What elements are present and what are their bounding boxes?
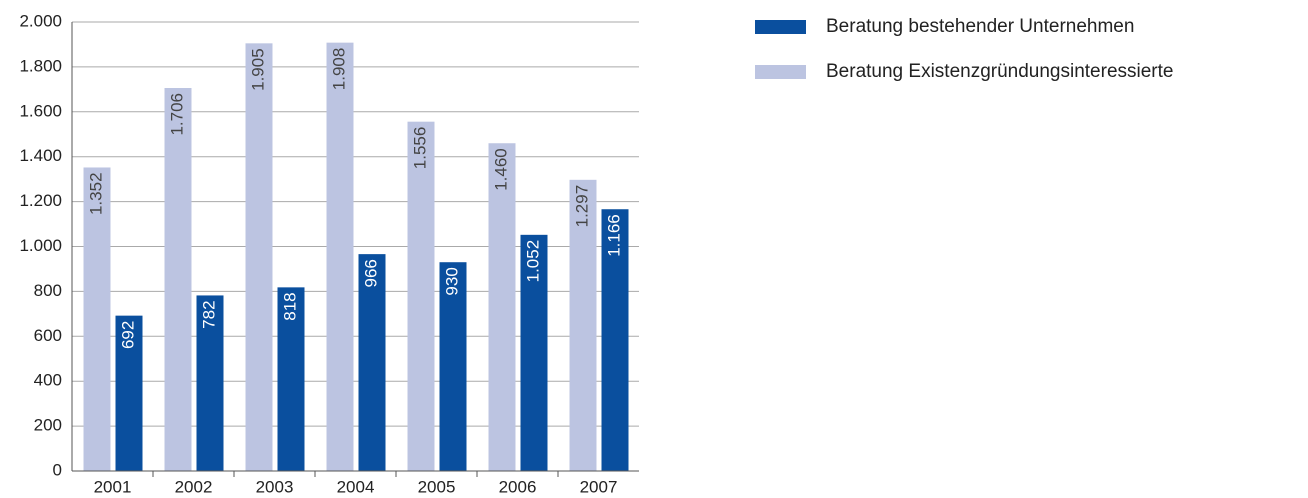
y-tick-label: 1.600 — [19, 101, 62, 120]
value-label: 1.352 — [86, 172, 105, 215]
value-label: 1.460 — [491, 148, 510, 191]
x-tick-label: 2001 — [94, 477, 132, 496]
x-tick-label: 2005 — [418, 477, 456, 496]
bar — [601, 209, 629, 471]
bar — [520, 234, 548, 471]
value-label: 782 — [199, 300, 218, 328]
x-tick-label: 2002 — [175, 477, 213, 496]
y-tick-label: 1.400 — [19, 146, 62, 165]
value-label: 1.905 — [248, 48, 267, 91]
y-tick-label: 1.000 — [19, 236, 62, 255]
legend-label: Beratung Existenzgründungsinteressierte — [826, 61, 1173, 82]
value-label: 1.556 — [410, 127, 429, 170]
bar — [277, 287, 305, 471]
bar — [164, 88, 192, 472]
y-tick-label: 0 — [53, 460, 62, 479]
bar — [488, 143, 516, 472]
bar — [245, 43, 273, 471]
x-tick-label: 2007 — [580, 477, 618, 496]
legend-label: Beratung bestehender Unternehmen — [826, 16, 1134, 37]
y-tick-label: 600 — [34, 326, 62, 345]
legend-swatch — [755, 20, 806, 34]
bar — [115, 315, 143, 471]
x-tick-label: 2006 — [499, 477, 537, 496]
value-label: 1.052 — [523, 240, 542, 283]
value-label: 1.297 — [572, 185, 591, 228]
y-tick-label: 2.000 — [19, 11, 62, 30]
value-label: 966 — [361, 259, 380, 287]
y-tick-label: 200 — [34, 416, 62, 435]
x-tick-label: 2004 — [337, 477, 375, 496]
value-label: 1.908 — [329, 48, 348, 91]
bar — [326, 42, 354, 472]
y-tick-label: 800 — [34, 281, 62, 300]
x-tick-label: 2003 — [256, 477, 294, 496]
bar — [83, 167, 111, 471]
value-label: 692 — [118, 321, 137, 349]
value-label: 1.706 — [167, 93, 186, 136]
value-label: 818 — [280, 292, 299, 320]
bar — [407, 121, 435, 471]
value-label: 930 — [442, 267, 461, 295]
value-label: 1.166 — [604, 214, 623, 257]
bar — [358, 254, 386, 471]
bar — [439, 262, 467, 471]
bar — [569, 179, 597, 472]
legend-swatch — [755, 65, 806, 79]
bar — [196, 295, 224, 471]
y-tick-label: 1.200 — [19, 191, 62, 210]
y-tick-label: 1.800 — [19, 56, 62, 75]
y-tick-label: 400 — [34, 371, 62, 390]
